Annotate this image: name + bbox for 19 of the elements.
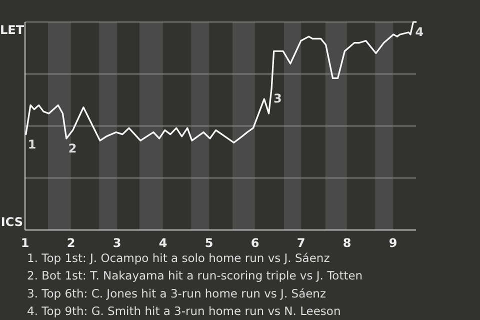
x-tick-label: 7 — [296, 236, 306, 250]
annotation: 4 — [415, 25, 424, 39]
x-tick-label: 3 — [112, 236, 122, 250]
x-tick-label: 2 — [66, 236, 76, 250]
text: 4. Top 9th: G. Smith hit a 3-run home run vs N. Leeson — [27, 304, 341, 318]
x-tick-label: 6 — [250, 236, 260, 250]
annotation: 2 — [68, 141, 77, 156]
text: 2. Bot 1st: T. Nakayama hit a run-scoring triple vs J. Totten — [27, 268, 363, 283]
x-tick-label: 8 — [342, 236, 352, 250]
text: ICS — [0, 215, 24, 229]
annotation: 3 — [274, 92, 282, 106]
annotation: 1 — [28, 137, 36, 152]
text: 1. Top 1st: J. Ocampo hit a solo home run vs J. Sáenz — [27, 251, 330, 265]
x-tick-label: 9 — [388, 236, 398, 250]
x-tick-label: 5 — [204, 236, 214, 250]
x-tick-label: 1 — [20, 236, 30, 250]
text: 3. Top 6th: C. Jones hit a 3-run home run vs J. Sáenz — [27, 286, 326, 300]
text: LET — [0, 23, 25, 37]
x-tick-label: 4 — [158, 236, 168, 250]
